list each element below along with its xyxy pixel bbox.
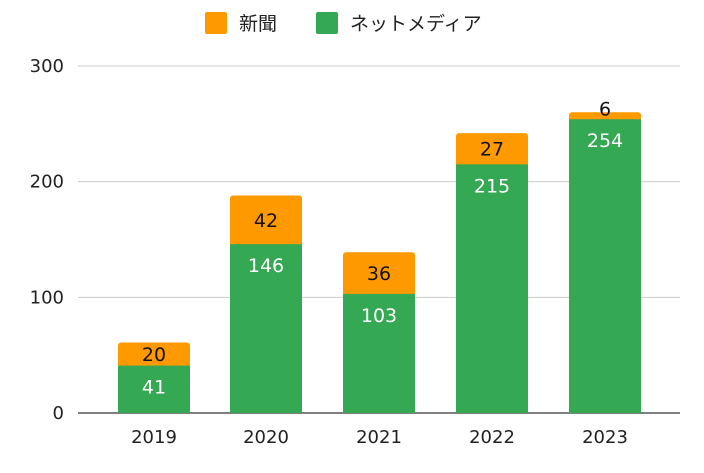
bar-segment-net-media: [343, 293, 415, 413]
data-label-net-media: 41: [142, 377, 166, 399]
data-label-newspaper: 27: [480, 139, 504, 161]
data-label-newspaper: 20: [142, 344, 166, 366]
data-labels: 41 20 146 42 103 36 215 27 254 6: [142, 98, 623, 398]
legend-swatch: [205, 12, 227, 34]
data-label-newspaper: 42: [254, 210, 278, 232]
x-tick-label: 2023: [582, 427, 628, 448]
bar-segment-net-media: [569, 119, 641, 413]
legend-swatch: [316, 12, 338, 34]
bar-segment-newspaper: [343, 252, 415, 296]
data-label-net-media: 103: [361, 305, 397, 327]
data-label-newspaper: 6: [599, 98, 611, 120]
bar-segment-newspaper: [230, 195, 302, 247]
data-label-newspaper: 36: [367, 263, 391, 285]
y-tick-label: 100: [30, 287, 64, 308]
bar-segment-net-media: [456, 164, 528, 413]
x-tick-label: 2021: [356, 427, 402, 448]
legend-label: ネットメディア: [350, 13, 482, 35]
data-label-net-media: 215: [474, 175, 510, 197]
y-tick-label: 0: [53, 403, 64, 424]
x-tick-label: 2019: [131, 427, 177, 448]
legend-label: 新聞: [239, 13, 277, 35]
x-axis: 2019 2020 2021 2022 2023: [131, 427, 628, 448]
y-tick-label: 200: [30, 172, 64, 193]
bar-segment-net-media: [230, 244, 302, 413]
bars: [118, 112, 641, 413]
bar-segment-newspaper: [456, 133, 528, 167]
x-tick-label: 2022: [469, 427, 515, 448]
y-tick-label: 300: [30, 56, 64, 77]
data-label-net-media: 146: [248, 255, 284, 277]
bar-segment-newspaper: [569, 112, 641, 122]
x-tick-label: 2020: [243, 427, 289, 448]
data-label-net-media: 254: [587, 130, 623, 152]
bar-segment-newspaper: [118, 342, 190, 368]
legend: 新聞 ネットメディア: [205, 12, 482, 35]
bar-segment-net-media: [118, 365, 190, 413]
y-axis: 0 100 200 300: [30, 56, 64, 424]
